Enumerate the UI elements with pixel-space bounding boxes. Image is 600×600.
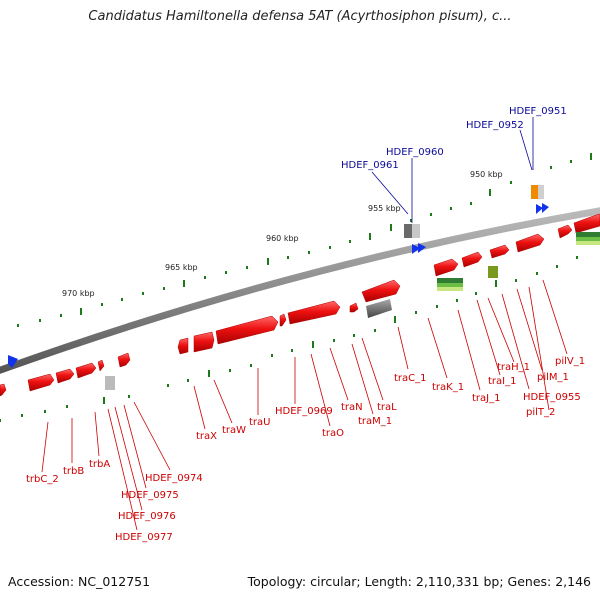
gene-label-pilv-1[interactable]: pilV_1 [555, 356, 585, 367]
gene-label-trah-1[interactable]: traH_1 [497, 362, 530, 373]
gene-label-trak-1[interactable]: traK_1 [432, 382, 464, 393]
gene-label-hdef-0952[interactable]: HDEF_0952 [466, 120, 524, 131]
gene-label-hdef-0960[interactable]: HDEF_0960 [386, 147, 444, 158]
scale-label-970: 970 kbp [62, 289, 95, 298]
gene-label-pilt-2[interactable]: pilT_2 [526, 407, 555, 418]
gene-label-hdef-0955[interactable]: HDEF_0955 [523, 392, 581, 403]
gene-label-trac-1[interactable]: traC_1 [394, 373, 427, 384]
gene-label-tral[interactable]: traL [377, 402, 397, 413]
scale-label-955: 955 kbp [368, 204, 401, 213]
gene-label-trai-1[interactable]: traI_1 [488, 376, 516, 387]
gene-label-tran[interactable]: traN [341, 402, 363, 413]
gene-label-hdef-0977[interactable]: HDEF_0977 [115, 532, 173, 543]
gene-label-trbb[interactable]: trbB [63, 466, 84, 477]
gene-label-trbc-2[interactable]: trbC_2 [26, 474, 59, 485]
gene-label-hdef-0951[interactable]: HDEF_0951 [509, 106, 567, 117]
label-connectors-blue [371, 117, 534, 223]
gene-label-pilm-1[interactable]: pilM_1 [537, 372, 569, 383]
accession-text: Accession: NC_012751 [8, 574, 151, 589]
gene-label-hdef-0975[interactable]: HDEF_0975 [121, 490, 179, 501]
gene-track-forward[interactable] [0, 213, 600, 397]
gene-label-hdef-0976[interactable]: HDEF_0976 [118, 511, 176, 522]
gene-label-hdef-0961[interactable]: HDEF_0961 [341, 160, 399, 171]
rna-features[interactable] [8, 203, 549, 368]
scale-label-965: 965 kbp [165, 263, 198, 272]
gene-label-traj-1[interactable]: traJ_1 [472, 393, 500, 404]
gene-label-trau[interactable]: traU [249, 417, 270, 428]
gene-label-traw[interactable]: traW [222, 425, 246, 436]
gene-label-trba[interactable]: trbA [89, 459, 110, 470]
genome-backbone [0, 207, 600, 374]
gene-track-other[interactable] [437, 185, 600, 291]
topology-text: Topology: circular; Length: 2,110,331 bp… [247, 574, 591, 589]
gene-track-pseudo[interactable] [105, 224, 420, 390]
map-title: Candidatus Hamiltonella defensa 5AT (Acy… [88, 9, 512, 24]
inner-tick-row [0, 256, 578, 422]
gene-label-hdef-0969[interactable]: HDEF_0969 [275, 406, 333, 417]
gene-label-trao[interactable]: traO [322, 428, 344, 439]
outer-tick-row [17, 153, 592, 327]
gene-label-trax[interactable]: traX [196, 431, 217, 442]
gene-label-hdef-0974[interactable]: HDEF_0974 [145, 473, 203, 484]
scale-label-960: 960 kbp [266, 234, 299, 243]
label-connectors-red [41, 279, 568, 531]
scale-label-950: 950 kbp [470, 170, 503, 179]
gene-label-tram-1[interactable]: traM_1 [358, 416, 392, 427]
